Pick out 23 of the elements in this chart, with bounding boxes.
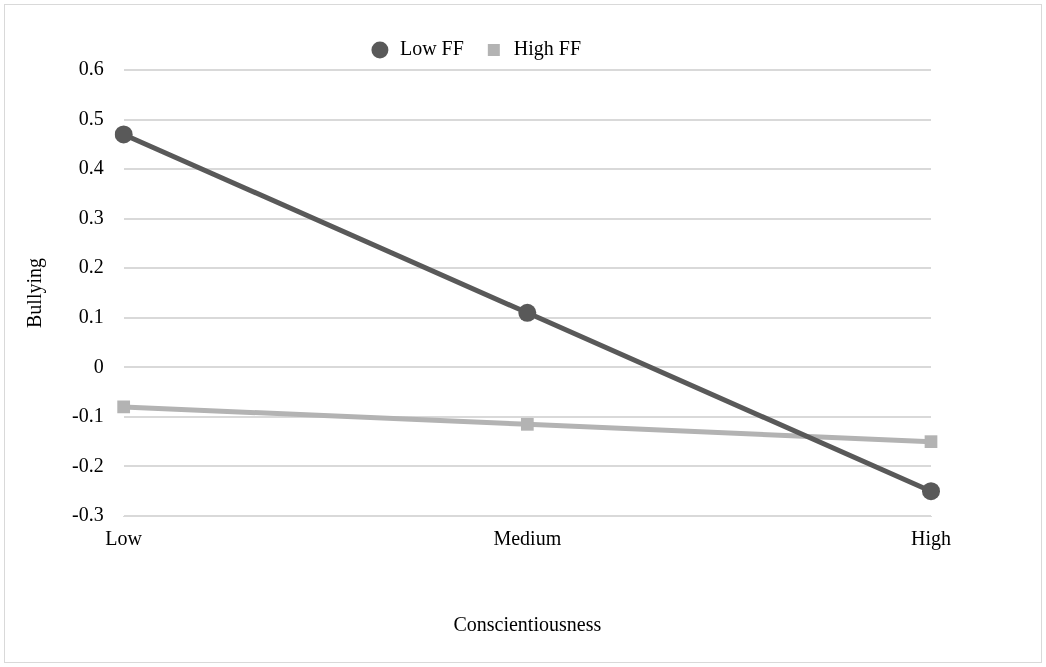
x-tick-label: Medium xyxy=(493,527,562,550)
y-tick-label: 0.6 xyxy=(78,57,104,80)
y-tick-label: -0.3 xyxy=(71,503,104,526)
legend-label: High FF xyxy=(513,37,582,61)
y-tick-label: 0 xyxy=(93,354,104,377)
x-axis-title: Conscientiousness xyxy=(453,613,602,636)
point xyxy=(924,435,938,449)
point xyxy=(114,125,133,144)
point xyxy=(520,417,534,431)
y-tick-label: -0.1 xyxy=(71,404,104,427)
y-tick-label: 0.5 xyxy=(78,106,104,129)
y-tick-label: -0.2 xyxy=(71,453,104,476)
y-tick-label: 0.1 xyxy=(78,305,104,328)
legend-label: Low FF xyxy=(399,37,464,60)
point xyxy=(117,400,131,414)
x-tick-label: Low xyxy=(105,527,143,550)
x-tick-label: High xyxy=(911,527,951,551)
point xyxy=(922,482,940,501)
y-tick-label: 0.3 xyxy=(78,205,104,228)
point xyxy=(518,303,537,322)
y-tick-label: 0.2 xyxy=(78,255,104,278)
y-tick-label: 0.4 xyxy=(78,156,104,179)
y-axis-title: Bullying xyxy=(23,257,47,329)
